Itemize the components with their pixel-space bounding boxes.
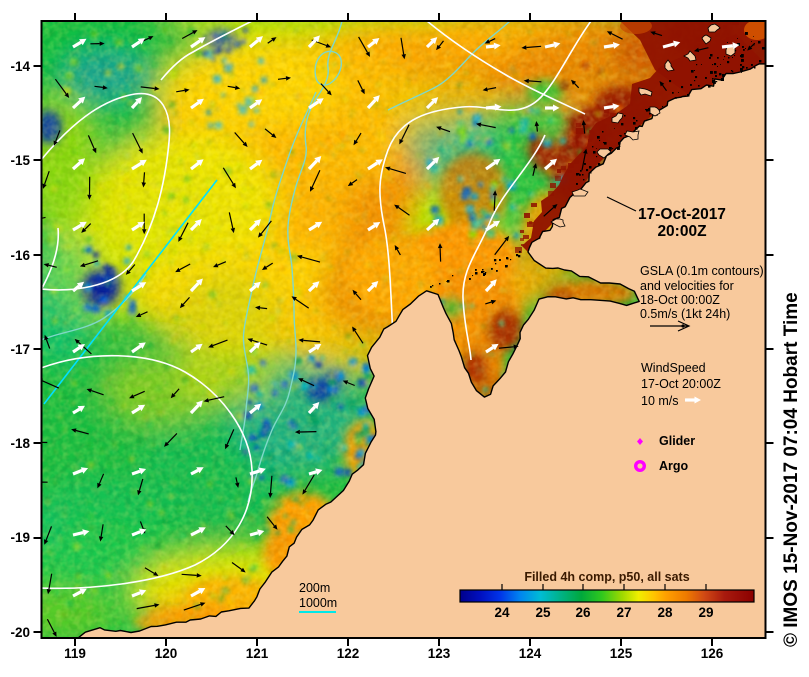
svg-text:27: 27 xyxy=(616,605,631,620)
svg-text:Glider: Glider xyxy=(659,434,695,448)
svg-text:126: 126 xyxy=(701,646,724,661)
svg-text:200m: 200m xyxy=(299,581,330,595)
svg-text:1000m: 1000m xyxy=(299,596,337,610)
svg-text:-18: -18 xyxy=(10,436,30,451)
svg-text:29: 29 xyxy=(698,605,713,620)
svg-text:GSLA (0.1m contours): GSLA (0.1m contours) xyxy=(640,264,764,278)
svg-text:Filled 4h comp, p50, all sats: Filled 4h comp, p50, all sats xyxy=(524,570,689,584)
svg-text:121: 121 xyxy=(246,646,269,661)
svg-text:-17: -17 xyxy=(10,342,30,357)
svg-text:125: 125 xyxy=(610,646,633,661)
svg-text:122: 122 xyxy=(337,646,360,661)
svg-text:-15: -15 xyxy=(10,153,30,168)
svg-text:26: 26 xyxy=(575,605,591,620)
svg-text:0.5m/s (1kt 24h): 0.5m/s (1kt 24h) xyxy=(640,307,730,321)
svg-text:and velocities for: and velocities for xyxy=(640,279,734,293)
svg-text:20:00Z: 20:00Z xyxy=(657,223,707,240)
svg-text:-16: -16 xyxy=(10,248,30,263)
svg-text:17-Oct 20:00Z: 17-Oct 20:00Z xyxy=(641,377,721,391)
svg-text:18-Oct 00:00Z: 18-Oct 00:00Z xyxy=(640,293,720,307)
svg-text:24: 24 xyxy=(494,605,510,620)
svg-text:-19: -19 xyxy=(10,530,30,545)
svg-text:© IMOS 15-Nov-2017 07:04 Hobar: © IMOS 15-Nov-2017 07:04 Hobart Time xyxy=(781,292,802,647)
svg-text:Argo: Argo xyxy=(659,459,689,473)
svg-text:WindSpeed: WindSpeed xyxy=(641,361,706,375)
svg-text:-20: -20 xyxy=(10,625,30,640)
svg-text:120: 120 xyxy=(155,646,178,661)
svg-text:123: 123 xyxy=(428,646,451,661)
svg-text:28: 28 xyxy=(657,605,673,620)
svg-text:25: 25 xyxy=(535,605,551,620)
svg-text:-14: -14 xyxy=(10,59,30,74)
svg-text:119: 119 xyxy=(64,646,86,661)
svg-text:17-Oct-2017: 17-Oct-2017 xyxy=(638,206,726,223)
svg-text:10 m/s: 10 m/s xyxy=(641,394,679,408)
svg-text:124: 124 xyxy=(519,646,542,661)
